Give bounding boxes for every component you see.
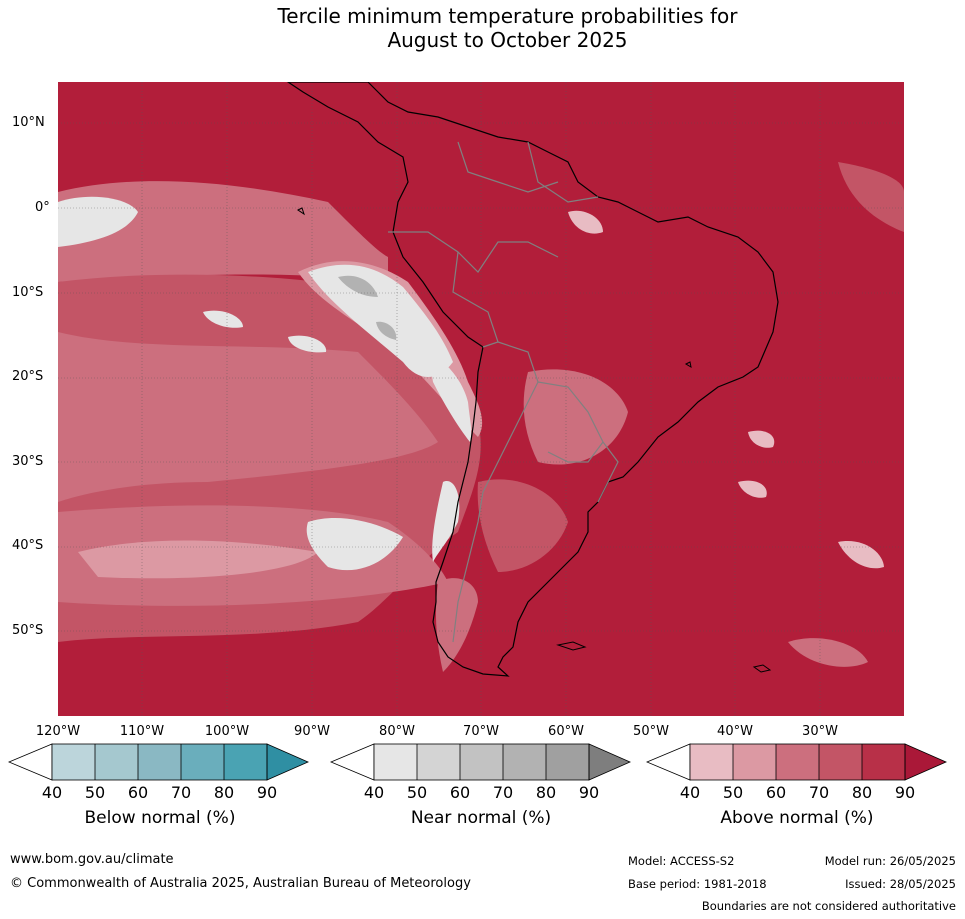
tick: 80 [851,783,873,802]
tick: 40 [363,783,385,802]
lon-label-110w: 110°W [119,724,165,739]
tick: 50 [722,783,744,802]
tick: 70 [170,783,192,802]
issued-text: Issued: 28/05/2025 [845,877,956,891]
title-line-1: Tercile minimum temperature probabilitie… [277,4,738,28]
tick: 90 [256,783,278,802]
tick: 80 [213,783,235,802]
base-period-text: Base period: 1981-2018 [628,877,767,891]
lat-label-40s: 40°S [12,538,44,553]
tick: 80 [535,783,557,802]
tick: 40 [41,783,63,802]
near-normal-title: Near normal (%) [410,808,552,828]
below-normal-title: Below normal (%) [84,808,236,828]
above-normal-colorbar [646,743,947,781]
lat-label-20s: 20°S [12,369,44,384]
lon-label-60w: 60°W [548,724,584,739]
lon-label-80w: 80°W [379,724,415,739]
south-america-coastline [286,82,779,677]
tick: 50 [406,783,428,802]
model-text: Model: ACCESS-S2 [628,854,735,868]
lon-label-100w: 100°W [204,724,250,739]
lat-label-50s: 50°S [12,623,44,638]
below-normal-colorbar [8,743,309,781]
title-line-2: August to October 2025 [387,28,628,52]
tick: 70 [808,783,830,802]
model-run-text: Model run: 26/05/2025 [824,854,956,868]
tick: 40 [679,783,701,802]
tick: 90 [578,783,600,802]
disclaimer-text: Boundaries are not considered authoritat… [701,899,956,913]
lon-label-90w: 90°W [294,724,330,739]
lon-label-30w: 30°W [802,724,838,739]
country-borders [388,141,619,643]
lon-label-40w: 40°W [717,724,753,739]
lat-label-0: 0° [35,200,50,215]
probability-bands [58,162,904,672]
copyright-text: © Commonwealth of Australia 2025, Austra… [10,876,471,891]
lat-label-10n: 10°N [12,115,45,130]
tick: 70 [492,783,514,802]
tick: 60 [765,783,787,802]
lat-label-30s: 30°S [12,454,44,469]
tick: 60 [127,783,149,802]
near-normal-colorbar [330,743,631,781]
graticule [58,82,904,716]
lon-label-120w: 120°W [35,724,81,739]
islands [297,207,772,673]
tick: 90 [894,783,916,802]
probability-map [58,82,904,716]
tick: 50 [84,783,106,802]
website-link[interactable]: www.bom.gov.au/climate [10,852,174,867]
lon-label-70w: 70°W [463,724,499,739]
above-normal-title: Above normal (%) [720,808,874,828]
map-title: Tercile minimum temperature probabilitie… [0,4,965,52]
lon-label-50w: 50°W [633,724,669,739]
lat-label-10s: 10°S [12,285,44,300]
tick: 60 [449,783,471,802]
